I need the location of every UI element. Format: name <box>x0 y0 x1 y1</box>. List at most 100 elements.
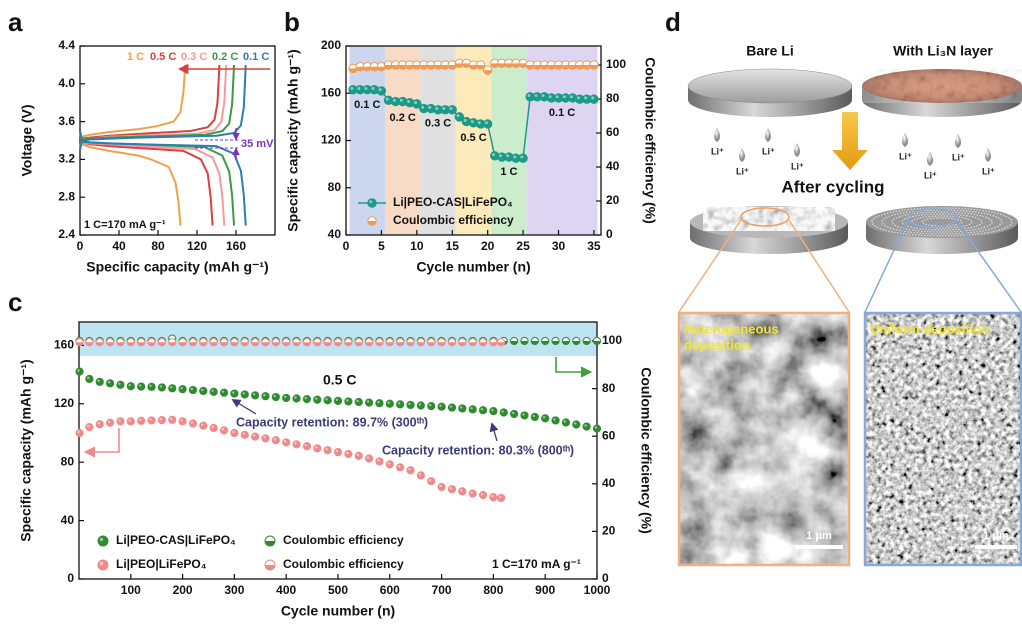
legend-label: 1 C <box>127 51 144 63</box>
marker-shine <box>513 155 516 158</box>
data-point <box>127 383 134 390</box>
marker-shine <box>305 397 308 400</box>
data-point <box>148 417 155 424</box>
x-tick-label: 5 <box>378 239 385 253</box>
data-point <box>459 405 466 412</box>
marker-shine <box>222 390 225 393</box>
data-point <box>117 381 124 388</box>
y-axis-label: Specific capacity (mAh g⁻¹) <box>18 359 34 541</box>
marker-shine <box>478 121 481 124</box>
marker-shine <box>372 87 375 90</box>
marker-shine <box>325 398 328 401</box>
marker-shine <box>471 120 474 123</box>
y2-tick-label: 0 <box>606 227 613 241</box>
data-point <box>179 386 186 393</box>
data-point <box>345 450 352 457</box>
data-point <box>552 417 559 424</box>
marker-shine <box>377 401 380 404</box>
process-arrow <box>832 112 868 170</box>
data-point <box>98 560 108 570</box>
x-tick-label: 1000 <box>584 583 611 597</box>
inset-label: Uniform deposition <box>870 321 989 336</box>
marker-shine <box>274 395 277 398</box>
x-tick-label: 700 <box>432 583 452 597</box>
data-point <box>459 488 466 495</box>
marker-shine <box>97 380 100 383</box>
marker-shine <box>492 153 495 156</box>
legend-label: Li|PEO-CAS|LiFePO₄ <box>116 533 236 547</box>
data-point <box>590 95 598 103</box>
annotation: 1 C=170 mA g⁻¹ <box>84 219 166 231</box>
scale-label: 1 μm <box>806 530 832 542</box>
li3n-disc <box>862 69 1022 117</box>
data-point <box>210 388 217 395</box>
y2-tick-label: 20 <box>606 193 620 207</box>
y2-tick-label: 40 <box>606 159 620 173</box>
data-point <box>200 387 207 394</box>
data-point <box>521 412 528 419</box>
y2-tick-label: 20 <box>602 524 616 538</box>
cycled-bare-disc <box>690 206 848 254</box>
marker-shine <box>108 420 111 423</box>
rate-label: 0.5 C <box>460 132 486 144</box>
marker-shine <box>439 404 442 407</box>
data-point <box>448 404 455 411</box>
data-point <box>314 445 321 452</box>
y-tick-label: 80 <box>328 180 342 194</box>
data-point <box>531 413 538 420</box>
y2-tick-label: 100 <box>602 333 622 347</box>
data-point <box>490 494 497 501</box>
y-tick-label: 2.8 <box>58 189 75 203</box>
marker-shine <box>491 495 494 498</box>
data-point <box>448 106 456 114</box>
data-point <box>469 490 476 497</box>
title-bare: Bare Li <box>746 43 793 59</box>
y2-tick-label: 40 <box>602 476 616 490</box>
marker-shine <box>128 419 131 422</box>
data-point <box>262 435 269 442</box>
data-point <box>189 420 196 427</box>
legend-label: Li|PEO-CAS|LiFePO₄ <box>393 195 513 209</box>
marker-shine <box>499 496 502 499</box>
legend-label: 0.3 C <box>181 51 207 63</box>
data-point <box>365 399 372 406</box>
marker-fill <box>265 565 275 570</box>
data-point <box>519 154 527 162</box>
marker-shine <box>211 389 214 392</box>
data-point <box>127 418 134 425</box>
marker-shine <box>481 493 484 496</box>
data-point <box>169 416 176 423</box>
marker-shine <box>549 95 552 98</box>
legend-label: Coulombic efficiency <box>283 533 404 547</box>
data-point <box>479 407 486 414</box>
marker-shine <box>222 428 225 431</box>
marker-shine <box>284 396 287 399</box>
data-point <box>303 396 310 403</box>
y-tick-label: 2.4 <box>58 227 75 241</box>
marker-shine <box>577 96 580 99</box>
x-tick-label: 400 <box>276 583 296 597</box>
x-tick-label: 600 <box>380 583 400 597</box>
data-point <box>376 458 383 465</box>
data-point <box>583 423 590 430</box>
rate-label: 0.2 C <box>390 112 416 124</box>
data-point <box>293 441 300 448</box>
marker-shine <box>408 468 411 471</box>
x-axis-label: Cycle number (n) <box>416 259 530 275</box>
data-point <box>106 419 113 426</box>
marker-shine <box>442 107 445 110</box>
data-point <box>98 536 108 546</box>
x-tick-label: 25 <box>516 239 530 253</box>
y2-tick-label: 60 <box>606 125 620 139</box>
legend-label: Coulombic efficiency <box>393 213 514 227</box>
marker-shine <box>201 423 204 426</box>
data-point <box>542 415 549 422</box>
marker-shine <box>408 403 411 406</box>
data-point <box>179 418 186 425</box>
x-tick-label: 10 <box>410 239 424 253</box>
marker-shine <box>180 387 183 390</box>
data-point <box>158 384 165 391</box>
data-point <box>303 443 310 450</box>
marker-shine <box>201 389 204 392</box>
sem-uniform: Uniform deposition 1 μm <box>865 313 1021 565</box>
